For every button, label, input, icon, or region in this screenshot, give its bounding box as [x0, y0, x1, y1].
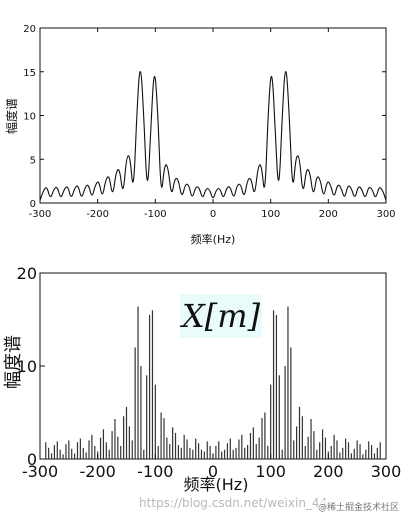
bottom-chart-x-tick-label: 300: [371, 462, 402, 481]
bottom-chart-x-tick-label: -300: [22, 462, 58, 481]
bottom-chart-y-tick-label: 20: [17, 264, 37, 283]
bottom-chart-x-tick-label: 200: [313, 462, 344, 481]
top-chart-x-tick-label: 100: [261, 209, 280, 220]
top-chart-y-tick-label: 10: [23, 112, 36, 123]
top-chart-x-tick-label: -100: [144, 209, 167, 220]
bottom-chart-x-ticks: -300 -200 -100 0 100 200 300: [22, 454, 401, 481]
xm-annotation-box: X[m]: [180, 294, 262, 338]
top-chart-y-tick-label: 5: [30, 155, 36, 166]
top-chart-y-tick-label: 15: [23, 68, 36, 79]
bottom-chart-x-tick-label: -100: [137, 462, 173, 481]
top-chart-x-tick-label: 300: [376, 209, 395, 220]
bottom-chart-x-tick-label: 100: [255, 462, 286, 481]
bottom-chart-x-axis-label: 频率(Hz): [184, 475, 249, 494]
top-chart-y-tick-label: 20: [23, 24, 36, 35]
top-chart-series-line: [39, 71, 387, 201]
top-chart-x-tick-label: -300: [29, 209, 52, 220]
xm-annotation-text: X[m]: [181, 297, 261, 335]
bottom-chart-x-tick-label: 0: [208, 462, 218, 481]
bottom-chart-y-tick-label: 0: [27, 450, 37, 469]
bottom-chart: 0 10 20 -300 -200 -100 0 100 200 300 频率(Hz) 幅度谱: [3, 264, 401, 494]
top-chart-y-axis-label: 幅度谱: [4, 98, 19, 134]
top-chart-x-tick-label: -200: [86, 209, 109, 220]
bottom-chart-y-tick-label: 10: [17, 357, 37, 376]
top-chart-axes-frame: [39, 27, 387, 204]
top-chart-x-axis-label: 频率(Hz): [191, 232, 236, 246]
bottom-chart-y-ticks: 0 10 20: [17, 264, 45, 469]
bottom-chart-x-tick-label: -200: [80, 462, 116, 481]
top-chart-x-tick-label: 0: [210, 209, 216, 220]
bottom-chart-y-axis-label: 幅度谱: [3, 335, 24, 389]
watermark-text: https://blog.csdn.net/weixin_44: [139, 496, 328, 510]
bottom-chart-stems: [45, 306, 381, 459]
top-chart: 0 5 10 15 20 -300 -200 -100 0 100 200 300 频率(Hz) 幅…: [4, 24, 396, 246]
top-chart-y-tick-label: 0: [30, 199, 36, 210]
top-chart-y-ticks: 0 5 10 15 20: [23, 24, 386, 210]
top-chart-x-tick-label: 200: [319, 209, 338, 220]
source-badge: @稀土掘金技术社区: [318, 500, 400, 513]
